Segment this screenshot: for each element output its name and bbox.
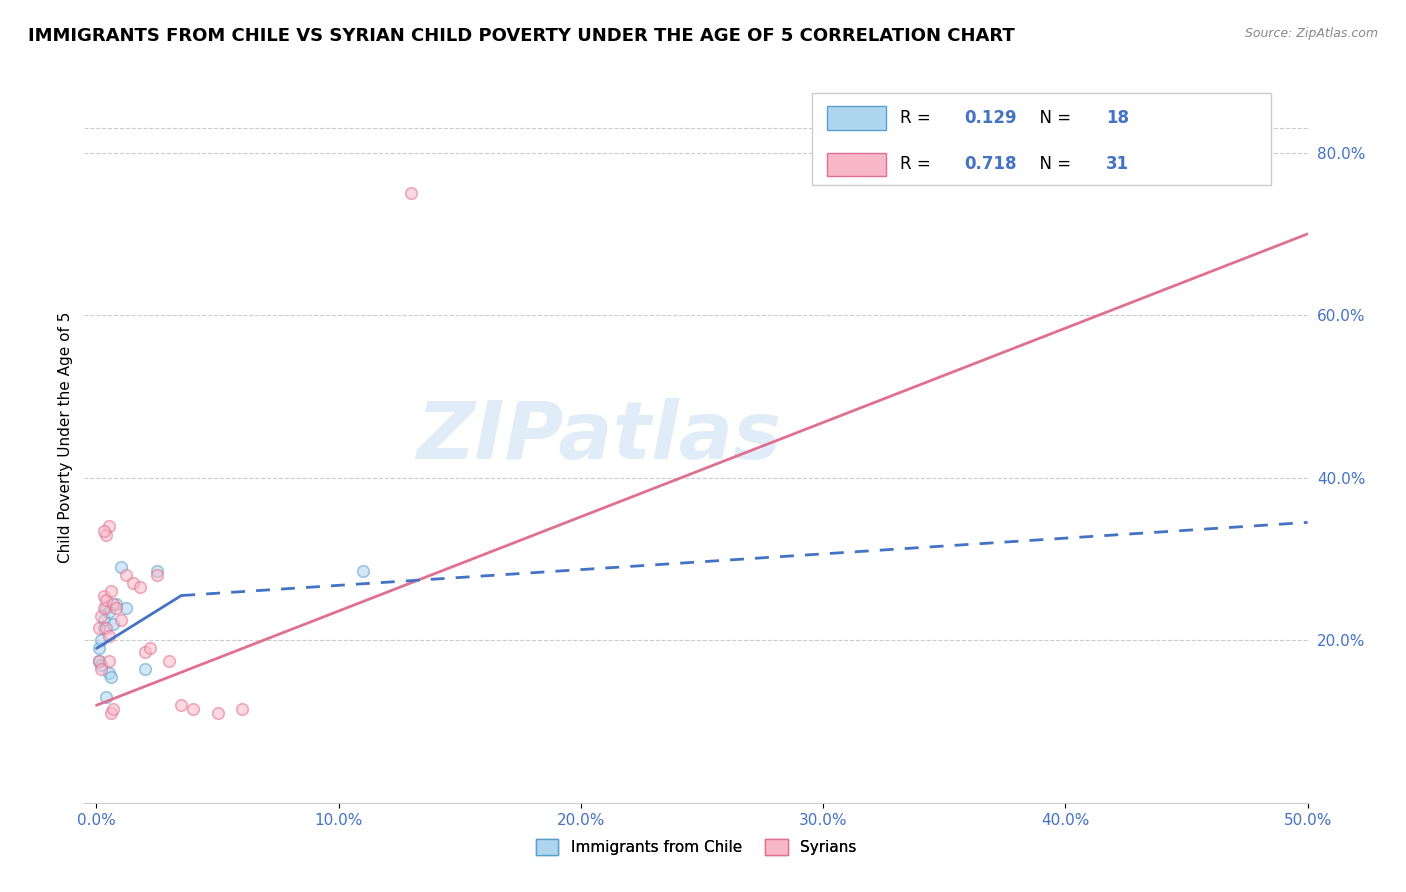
Point xyxy=(100,706,122,721)
Text: ZIPatlas: ZIPatlas xyxy=(416,398,780,476)
Point xyxy=(87,641,110,656)
Point xyxy=(170,698,193,713)
Point xyxy=(93,621,115,635)
Point xyxy=(93,613,115,627)
Point xyxy=(103,702,125,716)
Point xyxy=(97,519,120,533)
FancyBboxPatch shape xyxy=(813,94,1271,185)
Point xyxy=(90,662,112,676)
Point xyxy=(96,592,118,607)
Text: N =: N = xyxy=(1029,109,1076,128)
Point xyxy=(146,564,169,578)
Point xyxy=(87,621,110,635)
Point xyxy=(207,706,229,721)
Y-axis label: Child Poverty Under the Age of 5: Child Poverty Under the Age of 5 xyxy=(58,311,73,563)
Point xyxy=(93,524,115,538)
Point xyxy=(96,600,118,615)
Point xyxy=(134,662,156,676)
Point xyxy=(183,702,205,716)
Point xyxy=(100,670,122,684)
Point xyxy=(97,605,120,619)
Point xyxy=(352,564,374,578)
FancyBboxPatch shape xyxy=(827,106,886,130)
Point xyxy=(139,641,162,656)
Point xyxy=(121,576,143,591)
Text: 0.129: 0.129 xyxy=(965,109,1017,128)
Text: N =: N = xyxy=(1029,155,1076,173)
Point xyxy=(96,621,118,635)
Point xyxy=(96,527,118,541)
Point xyxy=(93,600,115,615)
FancyBboxPatch shape xyxy=(827,153,886,176)
Point xyxy=(146,568,169,582)
Point xyxy=(401,186,423,201)
Point xyxy=(100,584,122,599)
Point xyxy=(231,702,253,716)
Point xyxy=(93,589,115,603)
Point xyxy=(103,617,125,632)
Point xyxy=(90,633,112,648)
Point xyxy=(96,690,118,705)
Point xyxy=(110,613,132,627)
Point xyxy=(134,645,156,659)
Text: IMMIGRANTS FROM CHILE VS SYRIAN CHILD POVERTY UNDER THE AGE OF 5 CORRELATION CHA: IMMIGRANTS FROM CHILE VS SYRIAN CHILD PO… xyxy=(28,27,1015,45)
Point xyxy=(114,568,136,582)
Text: R =: R = xyxy=(900,109,936,128)
Legend: Immigrants from Chile, Syrians: Immigrants from Chile, Syrians xyxy=(530,833,862,861)
Point xyxy=(104,600,127,615)
Point xyxy=(87,654,110,668)
Point xyxy=(97,665,120,680)
Text: 0.718: 0.718 xyxy=(965,155,1017,173)
Point xyxy=(110,560,132,574)
Text: R =: R = xyxy=(900,155,936,173)
Point xyxy=(114,600,136,615)
Text: 31: 31 xyxy=(1105,155,1129,173)
Text: 18: 18 xyxy=(1105,109,1129,128)
Point xyxy=(104,597,127,611)
Point xyxy=(87,654,110,668)
Point xyxy=(129,581,152,595)
Point xyxy=(97,654,120,668)
Point xyxy=(90,657,112,672)
Point xyxy=(157,654,180,668)
Point xyxy=(90,608,112,623)
Point xyxy=(103,597,125,611)
Point xyxy=(97,629,120,643)
Text: Source: ZipAtlas.com: Source: ZipAtlas.com xyxy=(1244,27,1378,40)
